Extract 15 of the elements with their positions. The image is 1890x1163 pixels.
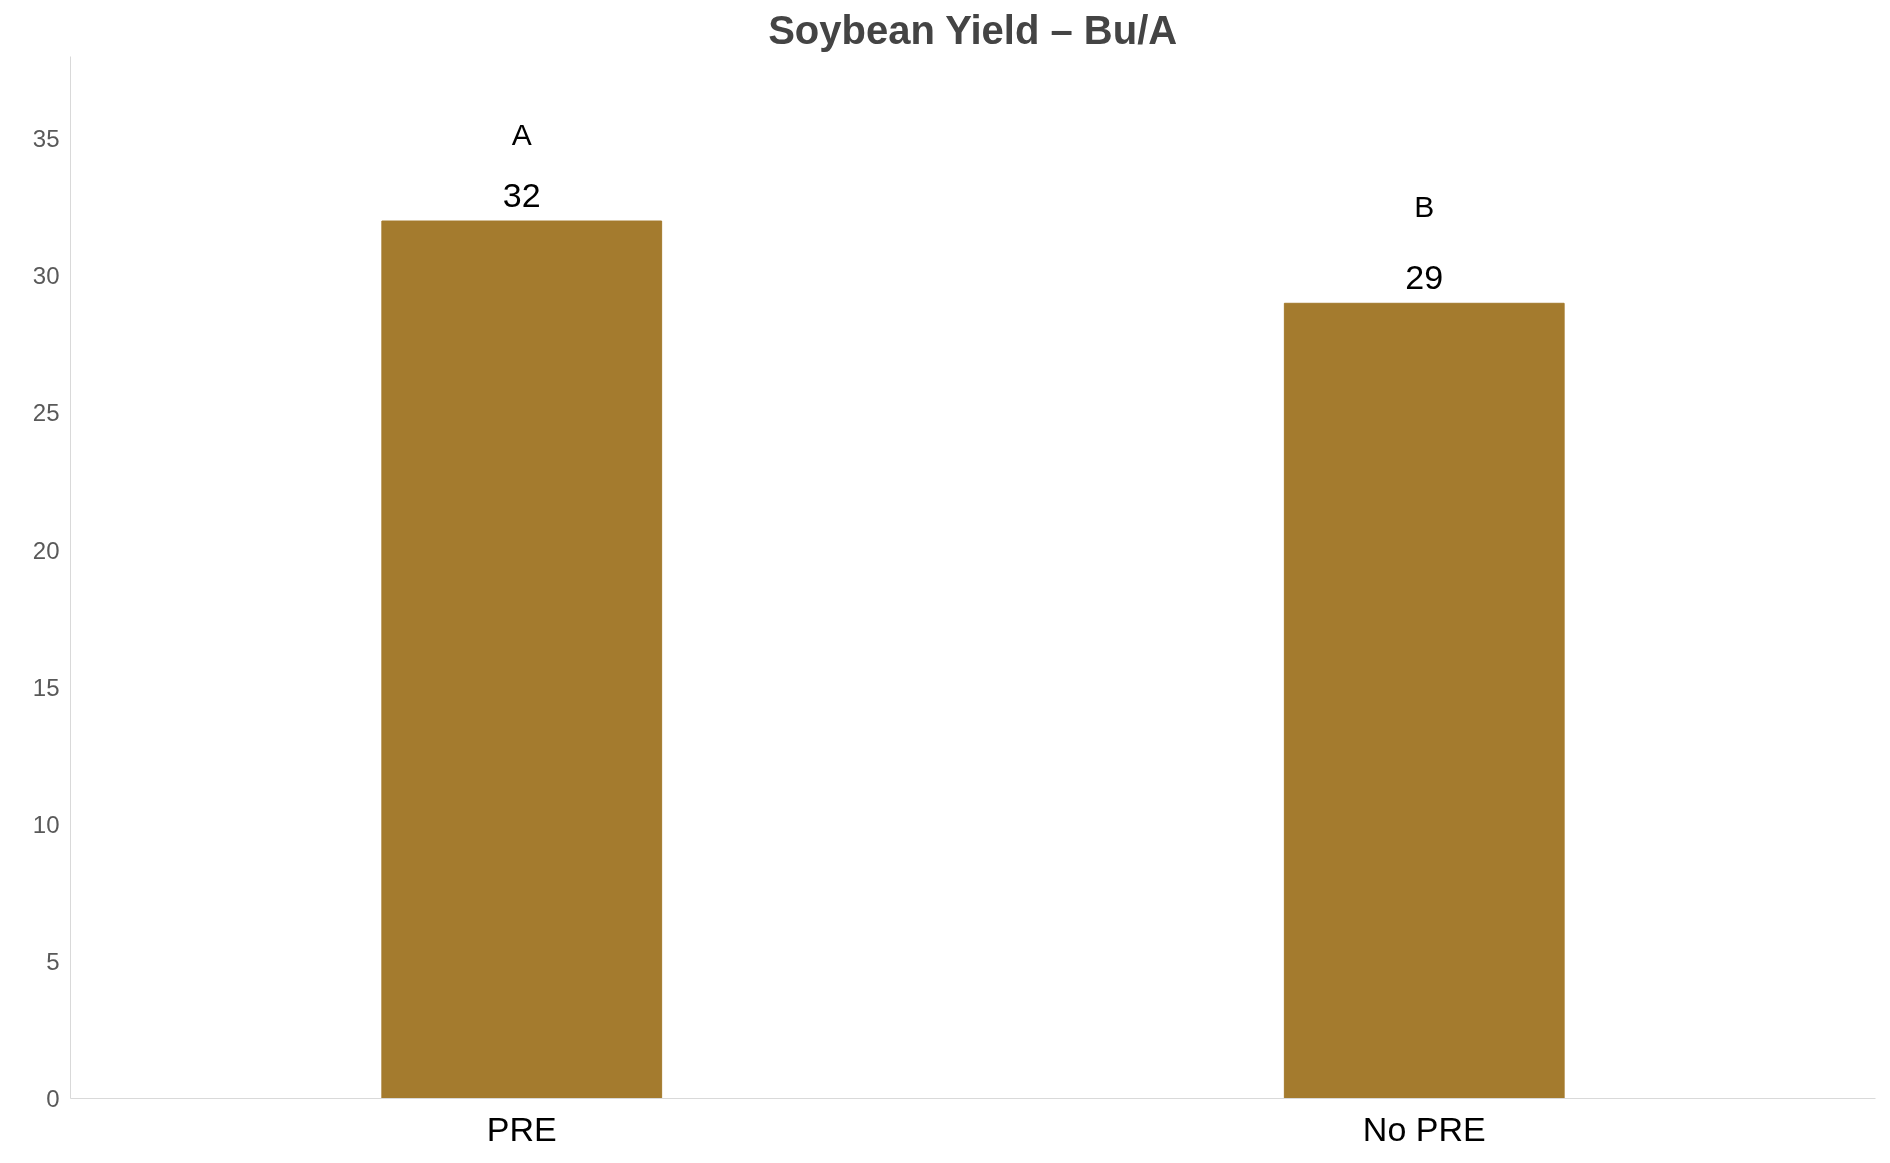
data-label: 29: [1405, 258, 1444, 297]
y-tick-label: 30: [32, 262, 60, 290]
chart-title: Soybean Yield – Bu/A: [768, 7, 1178, 52]
y-tick-label: 35: [32, 125, 60, 153]
y-tick-label: 5: [46, 947, 60, 975]
y-tick-label: 25: [32, 399, 60, 427]
x-tick-label: No PRE: [1362, 1109, 1486, 1148]
y-tick-label: 10: [32, 810, 60, 838]
y-tick-label: 0: [46, 1085, 60, 1112]
data-label: 32: [502, 176, 541, 215]
annotation: B: [1414, 190, 1435, 224]
y-tick-label: 15: [32, 673, 60, 701]
y-tick-label: 20: [32, 536, 60, 564]
annotation: A: [511, 118, 532, 152]
x-tick-label: PRE: [486, 1109, 557, 1148]
